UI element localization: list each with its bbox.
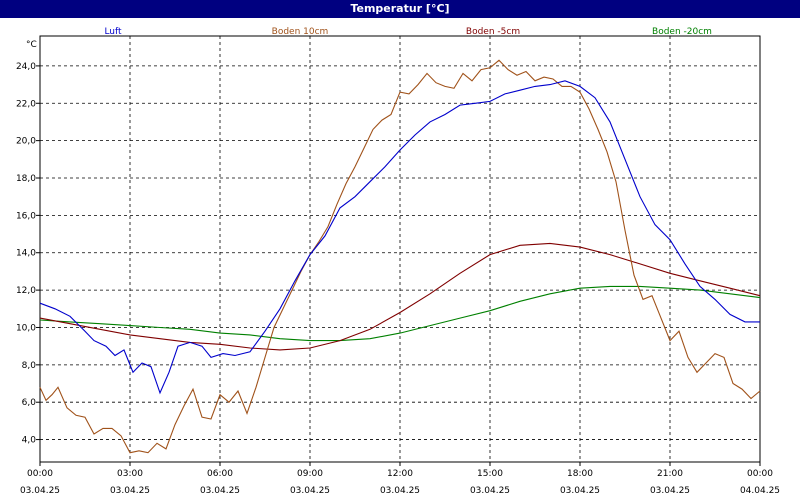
y-tick-label: 8,0 — [22, 361, 37, 371]
y-tick-label: 10,0 — [16, 323, 36, 333]
y-tick-label: 4,0 — [22, 436, 37, 446]
x-tick-date-label: 03.04.25 — [20, 486, 60, 496]
y-axis-unit-label: °C — [26, 40, 37, 50]
series-line-boden-5cm — [39, 242, 761, 351]
x-tick-date-label: 03.04.25 — [560, 486, 600, 496]
x-tick-time-label: 09:00 — [297, 469, 323, 479]
y-tick-label: 6,0 — [22, 398, 37, 408]
chart-grid — [40, 36, 760, 462]
y-tick-label: 22,0 — [16, 99, 36, 109]
x-axis: 00:00 03.04.25 03:00 03.04.25 06:00 03.04.25 0… — [20, 462, 780, 496]
legend-entry: Boden -20cm — [652, 27, 712, 37]
chart-title: Temperatur [°C] — [0, 0, 800, 18]
series-line-boden-10cm — [39, 59, 761, 454]
legend-entry: Boden -5cm — [466, 27, 520, 37]
series-layer — [39, 59, 761, 454]
x-tick-date-label: 04.04.25 — [740, 486, 780, 496]
x-tick-date-label: 03.04.25 — [380, 486, 420, 496]
y-tick-label: 24,0 — [16, 62, 36, 72]
x-tick-time-label: 18:00 — [567, 469, 593, 479]
y-tick-label: 14,0 — [16, 249, 36, 259]
x-tick-date-label: 03.04.25 — [290, 486, 330, 496]
x-tick-time-label: 15:00 — [477, 469, 503, 479]
x-tick-time-label: 00:00 — [747, 469, 773, 479]
x-tick-date-label: 03.04.25 — [650, 486, 690, 496]
y-axis: 4,0 6,0 8,0 10,0 12,0 14,0 16,0 18,0 20,0 22,0 24,… — [16, 62, 40, 446]
legend-entry: Luft — [104, 27, 122, 37]
x-tick-date-label: 03.04.25 — [470, 486, 510, 496]
y-tick-label: 12,0 — [16, 286, 36, 296]
x-tick-date-label: 03.04.25 — [110, 486, 150, 496]
series-line-luft — [39, 80, 760, 395]
x-tick-time-label: 00:00 — [27, 469, 53, 479]
x-tick-time-label: 06:00 — [207, 469, 233, 479]
y-tick-label: 20,0 — [16, 137, 36, 147]
x-tick-time-label: 12:00 — [387, 469, 413, 479]
x-tick-date-label: 03.04.25 — [200, 486, 240, 496]
legend-entry: Boden 10cm — [272, 27, 329, 37]
legend: Luft Boden 10cm Boden -5cm Boden -20cm — [104, 27, 712, 37]
y-tick-label: 18,0 — [16, 174, 36, 184]
x-tick-time-label: 03:00 — [117, 469, 143, 479]
y-tick-label: 16,0 — [16, 211, 36, 221]
series-line-boden-20cm — [39, 285, 761, 342]
x-tick-time-label: 21:00 — [657, 469, 683, 479]
